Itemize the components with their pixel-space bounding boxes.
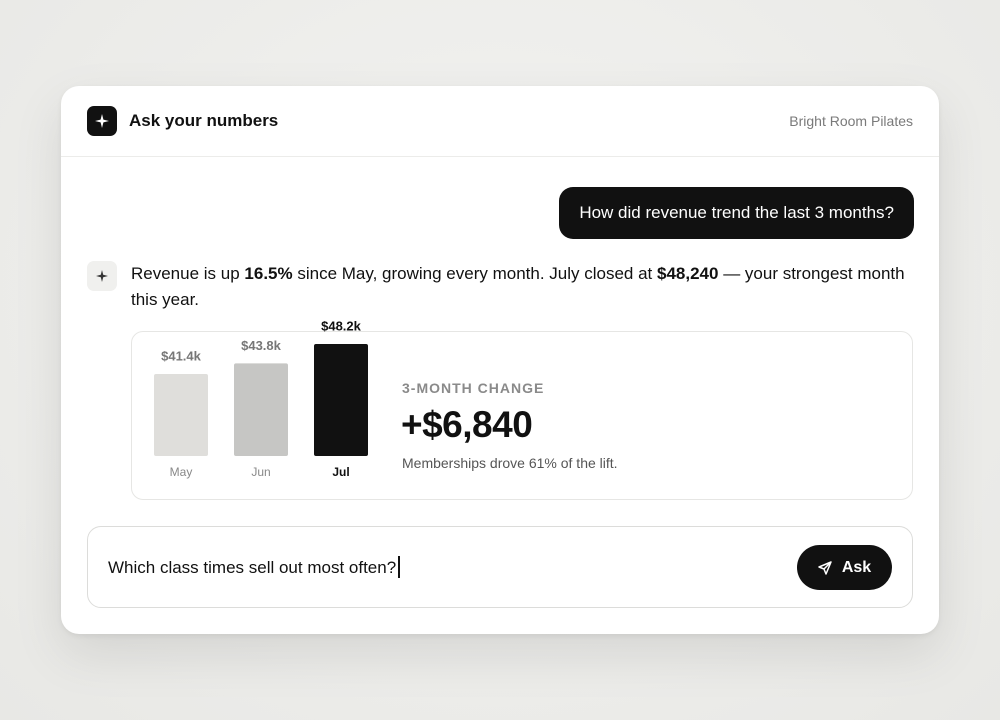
summary-label: 3-MONTH CHANGE	[402, 380, 545, 396]
composer[interactable]: Which class times sell out most often? A…	[87, 526, 913, 608]
button-label: Ask	[841, 558, 872, 576]
assistant-avatar	[87, 261, 117, 291]
text: since May, growing every month. July clo…	[292, 264, 658, 283]
summary-value: +$6,840	[401, 404, 533, 445]
workspace-name: Bright Room Pilates	[789, 113, 913, 129]
x-tick-label: Jun	[251, 465, 270, 479]
divider	[61, 156, 939, 157]
x-tick-label: Jul	[332, 465, 349, 479]
value-label: $43.8k	[241, 338, 282, 353]
sparkle-icon	[96, 270, 108, 282]
input-text[interactable]: Which class times sell out most often?	[108, 556, 401, 579]
highlight: 16.5%	[244, 264, 293, 283]
send-icon	[818, 560, 832, 575]
x-tick-label: May	[170, 465, 193, 479]
chart-card: $41.4k May $43.8k Jun $48.2k Jul 3-MONTH CHAN…	[131, 318, 913, 500]
assistant-message: Revenue is up 16.5% since May, growing e…	[131, 261, 921, 313]
bar	[314, 344, 368, 456]
caret	[398, 556, 401, 578]
user-message: How did revenue trend the last 3 months?	[559, 187, 914, 239]
text: Revenue is up	[131, 264, 245, 283]
highlight: $48,240	[657, 264, 719, 283]
sparkle-icon	[95, 114, 109, 128]
app-title: Ask your numbers	[129, 111, 279, 130]
bar-chart: $41.4k May $43.8k Jun $48.2k Jul	[154, 318, 368, 479]
value-label: $41.4k	[161, 348, 202, 363]
bar	[234, 363, 288, 456]
bar	[154, 373, 208, 456]
value-label: $48.2k	[321, 318, 362, 333]
app-icon	[87, 106, 117, 136]
input-value: Which class times sell out most often?	[108, 558, 397, 577]
ask-button[interactable]: Ask	[797, 545, 892, 590]
text: — your strongest month this year.	[131, 264, 905, 309]
summary-note: Memberships drove 61% of the lift.	[402, 455, 618, 471]
chat-card: Ask your numbers Bright Room Pilates How…	[61, 86, 939, 634]
